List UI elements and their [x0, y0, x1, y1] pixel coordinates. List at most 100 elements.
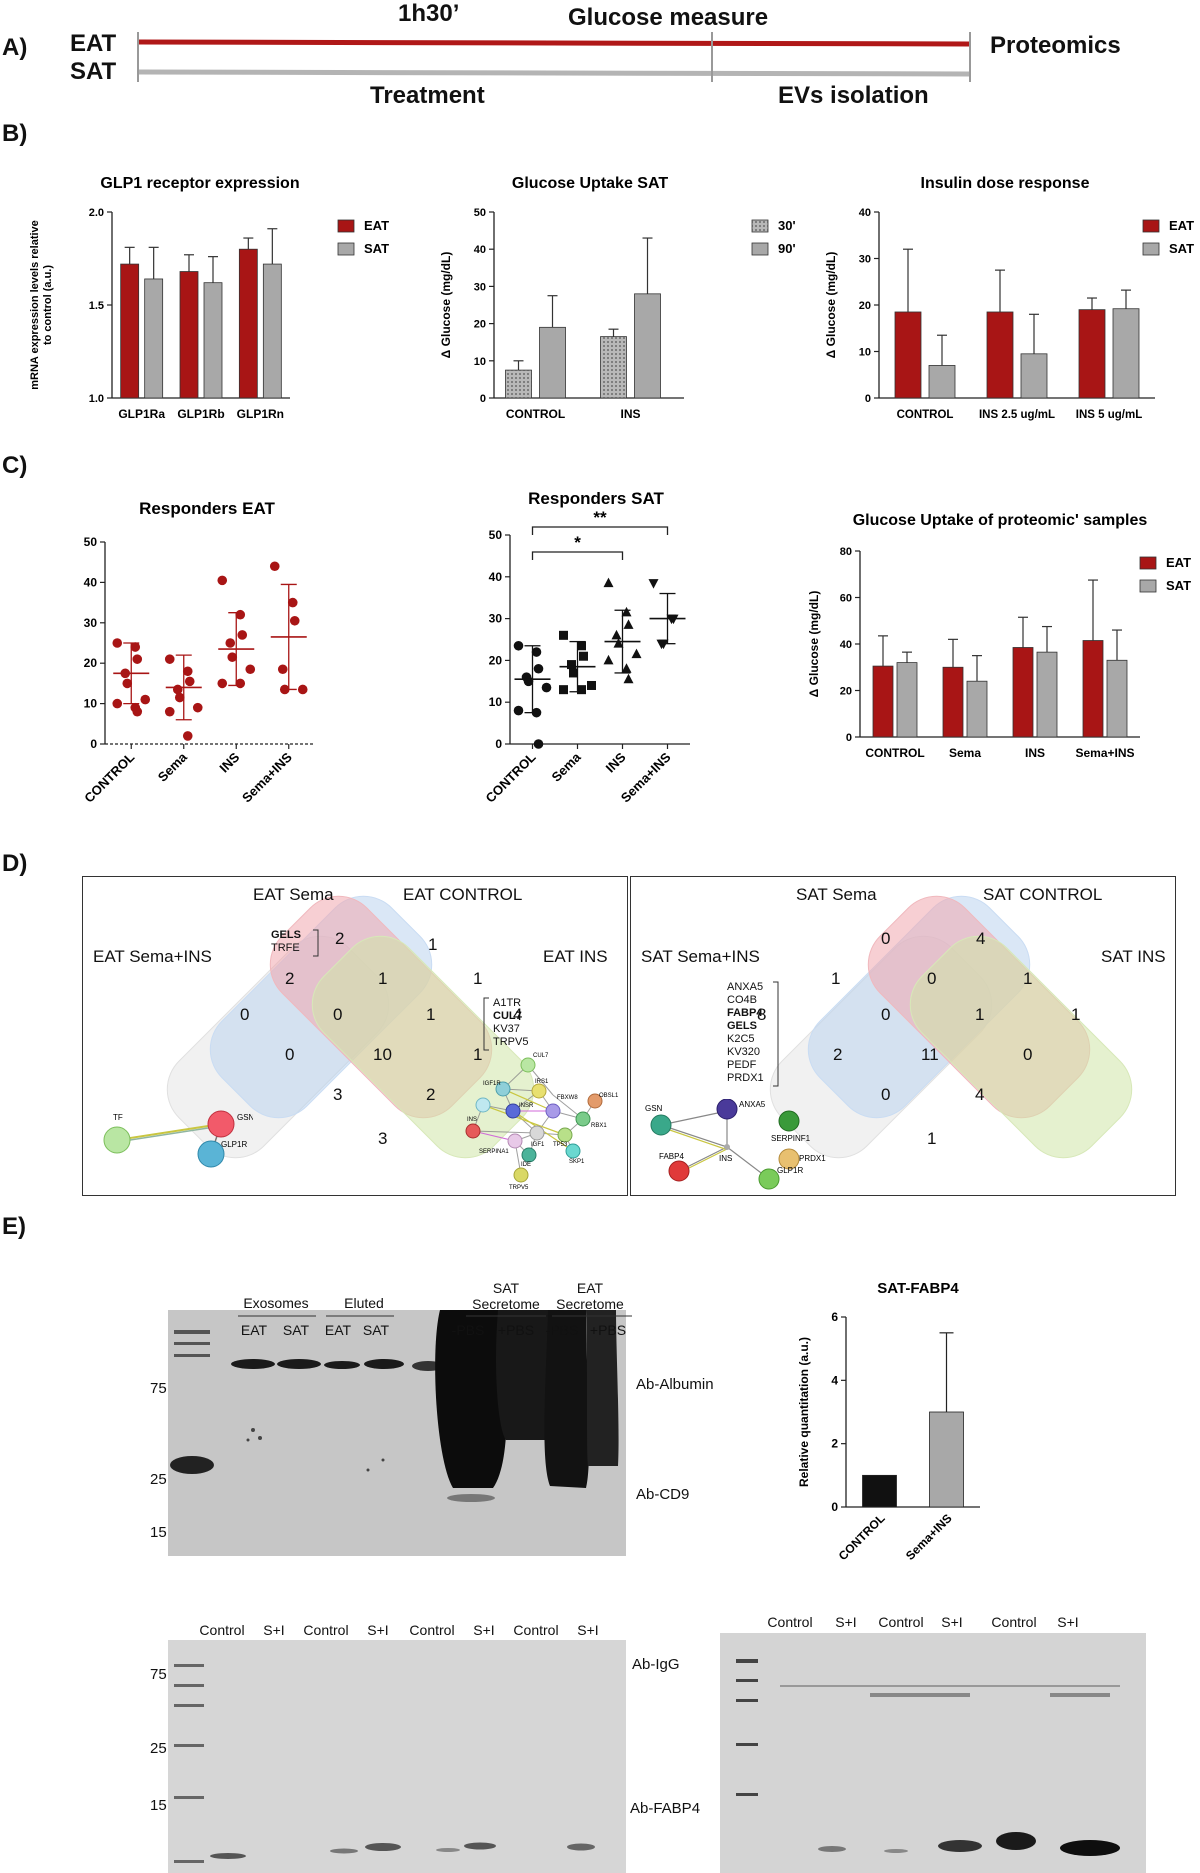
data-point	[513, 640, 524, 651]
data-point	[613, 638, 624, 648]
timeline-proteomics: Proteomics	[990, 32, 1121, 59]
y-tick-label: 10	[84, 697, 98, 711]
bar	[539, 326, 566, 399]
blot1-group-sat-secretome-1: SAT	[492, 1280, 520, 1296]
x-tick-label: Sema	[548, 749, 584, 785]
data-point	[559, 630, 568, 640]
chart-responders-sat: Responders SAT 0 10 20 30 40 50 CONTROL Sema INSS…	[483, 489, 690, 806]
data-point	[621, 606, 632, 617]
y-axis-label-group: Δ Glucose (mg/dL)	[439, 252, 453, 359]
blot1-group-eluted: Eluted	[344, 1295, 384, 1311]
data-point	[587, 680, 596, 690]
venn-eat-count: 10	[373, 1045, 392, 1064]
western-blot-2-bands	[168, 1640, 626, 1873]
x-tick-label: INS 5 ug/mL	[1076, 409, 1142, 421]
blot2-lane: S+I	[577, 1622, 599, 1638]
venn-eat-list-right-3: TRPV5	[493, 1036, 529, 1048]
blot1-group-sat-secretome-2: Secretome	[472, 1296, 540, 1312]
data-point	[227, 652, 238, 662]
network-label: INS	[467, 1117, 477, 1123]
network-label: CUL7	[533, 1053, 549, 1059]
blot2-lane: Control	[303, 1622, 349, 1638]
timeline-treatment: Treatment	[370, 82, 485, 109]
data-point	[658, 639, 669, 650]
y-axis-label-group: Δ Glucose (mg/dL)	[824, 252, 838, 359]
venn-sat-count: 0	[881, 1005, 891, 1024]
bar	[942, 666, 964, 738]
venn-sat-list-2: FABP4	[727, 1007, 763, 1019]
venn-eat-list-right-0: A1TR	[493, 997, 522, 1009]
bar	[1106, 659, 1128, 738]
blot1-marker-75: 75	[150, 1380, 167, 1397]
x-tick-label: Sema	[155, 749, 191, 785]
bar	[238, 248, 258, 399]
bar	[896, 662, 918, 738]
blot1-group-exosomes: Exosomes	[243, 1295, 309, 1311]
x-tick-label: INS	[216, 749, 242, 775]
network-label: ANXA5	[739, 1100, 766, 1109]
chart-insulin-dose-response: Insulin dose response 0 10 20 30 40 CONTROL INS…	[824, 175, 1194, 421]
data-point	[122, 678, 133, 689]
venn-sat-list-3: GELS	[727, 1020, 757, 1032]
venn-sat-set-semains: SAT Sema+INS	[641, 947, 760, 966]
legend-swatch	[1142, 242, 1160, 256]
data-point	[174, 692, 185, 703]
blot3-lane: Control	[878, 1614, 924, 1630]
y-tick-label: 30	[84, 616, 98, 630]
venn-eat-count: 3	[378, 1129, 388, 1148]
blot1-lane: EAT	[240, 1322, 268, 1338]
x-tick-label: Sema+INS	[903, 1511, 955, 1563]
y-tick-label: 0	[90, 737, 97, 751]
x-tick-label: CONTROL	[865, 746, 924, 760]
data-point	[648, 579, 659, 589]
data-point	[164, 654, 175, 664]
y-axis-label: Δ Glucose (mg/dL)	[824, 252, 838, 359]
y-tick-label: 2.0	[89, 207, 104, 219]
chart-glp1-receptor-expression: GLP1 receptor expression 1.0 1.5 2.0 GLP1Ra G…	[29, 175, 389, 421]
network-label: IGF1R	[483, 1081, 501, 1087]
y-tick-label: 30	[859, 254, 871, 266]
venn-sat-count: 1	[1023, 969, 1033, 988]
data-point	[567, 660, 576, 670]
y-tick-label: 30	[474, 281, 486, 293]
bar	[634, 293, 661, 399]
timeline-lines	[137, 32, 971, 82]
venn-eat-box: EAT Sema EAT CONTROL EAT Sema+INS EAT IN…	[82, 876, 628, 1196]
network-label: GSN	[645, 1104, 663, 1113]
blot3-lane: Control	[767, 1614, 813, 1630]
venn-sat-count: 0	[881, 929, 891, 948]
y-tick-label: 10	[474, 356, 486, 368]
network-node	[103, 1126, 131, 1154]
data-point	[277, 664, 288, 675]
blot1-lane: -PBS	[545, 1322, 579, 1338]
network-label: SERPINA1	[479, 1149, 509, 1155]
x-tick-label: CONTROL	[897, 409, 954, 421]
blot1-marker-25: 25	[150, 1471, 167, 1488]
network-label: SERPINF1	[771, 1134, 811, 1143]
venn-eat-count: 0	[240, 1005, 250, 1024]
network-label: IGF1	[531, 1142, 545, 1148]
data-point	[603, 654, 614, 665]
venn-sat-list-5: KV320	[727, 1046, 761, 1058]
blot2-marker-25: 25	[150, 1740, 167, 1757]
network-label: TRPV5	[509, 1185, 529, 1191]
blot3-lane: S+I	[835, 1614, 857, 1630]
venn-sat-count: 11	[921, 1045, 939, 1064]
blot1-group-eat-secretome-2: Secretome	[556, 1296, 624, 1312]
venn-sat-count: 1	[975, 1005, 985, 1024]
network-label: TP53	[553, 1142, 568, 1148]
legend-label: 30'	[778, 218, 796, 233]
bar	[929, 1411, 964, 1508]
legend-swatch	[1142, 219, 1160, 233]
y-tick-label: 50	[474, 207, 486, 219]
data-point	[621, 663, 632, 673]
venn-sat-count: 0	[881, 1085, 891, 1104]
y-tick-label: 1.5	[89, 300, 104, 312]
blot2-marker-75: 75	[150, 1666, 167, 1683]
venn-eat-list-left-1: TRFE	[271, 942, 300, 954]
timeline-sat-line	[137, 69, 971, 77]
venn-sat-count: 0	[927, 969, 937, 988]
legend-swatch	[751, 242, 769, 256]
y-tick-label: 60	[840, 593, 852, 605]
x-tick-label: GLP1Ra	[118, 407, 165, 421]
